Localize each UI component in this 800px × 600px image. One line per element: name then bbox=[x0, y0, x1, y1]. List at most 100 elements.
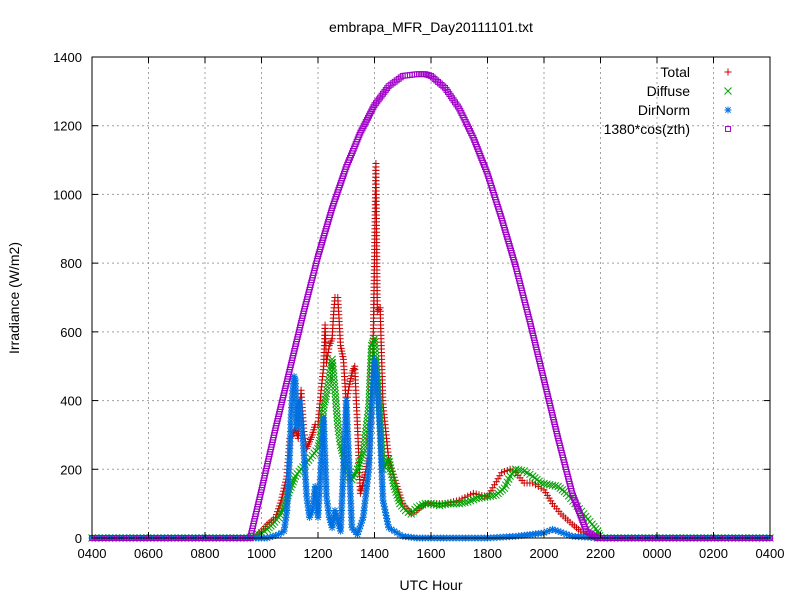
data-point bbox=[333, 410, 341, 419]
y-tick-label: 1200 bbox=[53, 119, 82, 134]
data-point bbox=[328, 362, 337, 371]
data-point bbox=[371, 345, 380, 353]
data-point bbox=[360, 441, 368, 450]
data-point bbox=[395, 496, 403, 505]
data-point bbox=[329, 369, 338, 377]
data-point bbox=[353, 465, 362, 474]
axis-ticks: 0400 0600 0800 1000 1200 1400 1600 1800 2000 2200… bbox=[53, 50, 784, 561]
data-point bbox=[330, 382, 339, 391]
legend-label: 1380*cos(zth) bbox=[604, 121, 690, 137]
data-point bbox=[428, 72, 434, 79]
data-point bbox=[334, 424, 343, 432]
data-point bbox=[384, 85, 391, 92]
data-point bbox=[274, 508, 282, 516]
data-point bbox=[440, 83, 447, 90]
x-tick-label: 0200 bbox=[699, 546, 728, 561]
data-point bbox=[276, 499, 284, 507]
data-point bbox=[394, 494, 402, 502]
legend-label: Diffuse bbox=[647, 83, 691, 99]
data-point bbox=[329, 372, 338, 381]
y-tick-label: 800 bbox=[60, 256, 82, 271]
x-tick-label: 0400 bbox=[756, 546, 785, 561]
data-point bbox=[432, 500, 441, 509]
data-point bbox=[494, 475, 502, 483]
y-tick-label: 400 bbox=[60, 394, 82, 409]
data-point bbox=[325, 345, 333, 353]
x-axis-label: UTC Hour bbox=[399, 577, 462, 593]
data-point bbox=[359, 448, 368, 456]
data-point bbox=[491, 481, 499, 489]
data-point bbox=[386, 461, 394, 469]
legend-label: Total bbox=[660, 64, 690, 80]
data-point bbox=[319, 407, 328, 415]
data-point bbox=[331, 386, 339, 395]
data-point bbox=[431, 75, 438, 82]
data-point bbox=[333, 413, 342, 422]
data-point bbox=[449, 499, 458, 508]
y-tick-label: 0 bbox=[75, 531, 82, 546]
data-point bbox=[331, 396, 340, 405]
y-tick-label: 1400 bbox=[53, 50, 82, 65]
x-tick-label: 0000 bbox=[643, 546, 672, 561]
data-point bbox=[354, 462, 363, 471]
data-point bbox=[357, 453, 366, 462]
data-point bbox=[489, 484, 497, 492]
data-point bbox=[592, 533, 599, 540]
data-point bbox=[329, 365, 337, 374]
legend-marker bbox=[724, 106, 732, 114]
data-point bbox=[361, 434, 369, 443]
data-point bbox=[358, 451, 367, 459]
legend: Total Diffuse DirNorm 1380*cos(zth) bbox=[604, 64, 732, 137]
data-point bbox=[387, 467, 395, 476]
x-tick-label: 1600 bbox=[417, 546, 446, 561]
x-tick-label: 1400 bbox=[360, 546, 389, 561]
data-point bbox=[390, 482, 399, 491]
data-point bbox=[388, 473, 397, 482]
data-point bbox=[360, 437, 369, 446]
data-point bbox=[429, 74, 436, 81]
data-point bbox=[389, 476, 397, 485]
legend-label: DirNorm bbox=[638, 102, 690, 118]
data-point bbox=[275, 502, 283, 510]
data-point bbox=[496, 472, 504, 480]
data-point bbox=[433, 77, 440, 84]
data-point bbox=[391, 485, 400, 494]
data-point bbox=[331, 393, 340, 401]
data-point bbox=[345, 386, 353, 394]
x-tick-label: 0800 bbox=[191, 546, 220, 561]
y-tick-label: 1000 bbox=[53, 187, 82, 202]
data-point bbox=[334, 427, 343, 436]
data-point bbox=[551, 482, 560, 490]
x-tick-label: 2000 bbox=[530, 546, 559, 561]
data-point bbox=[324, 348, 332, 356]
y-axis-label: Irradiance (W/m2) bbox=[6, 242, 22, 354]
data-point bbox=[489, 491, 498, 500]
data-point bbox=[386, 464, 395, 472]
x-tick-label: 0400 bbox=[78, 546, 107, 561]
data-point bbox=[392, 488, 401, 497]
data-point bbox=[332, 407, 341, 415]
y-tick-label: 600 bbox=[60, 325, 82, 340]
data-point bbox=[333, 417, 342, 426]
data-point bbox=[435, 78, 442, 85]
data-point bbox=[322, 392, 330, 401]
data-point bbox=[385, 458, 394, 466]
data-point bbox=[389, 479, 398, 488]
data-point bbox=[344, 390, 352, 398]
data-point bbox=[328, 355, 336, 364]
data-point bbox=[332, 403, 341, 412]
data-point bbox=[375, 306, 383, 314]
legend-marker bbox=[725, 126, 731, 132]
data-point bbox=[370, 338, 379, 347]
legend-marker bbox=[724, 87, 732, 95]
data-point bbox=[421, 499, 430, 508]
x-tick-label: 1000 bbox=[247, 546, 276, 561]
y-tick-label: 200 bbox=[60, 462, 82, 477]
data-point bbox=[384, 455, 393, 463]
chart-title: embrapa_MFR_Day20111101.txt bbox=[329, 19, 533, 35]
data-point bbox=[355, 459, 364, 468]
data-point bbox=[333, 420, 342, 429]
x-tick-label: 1800 bbox=[473, 546, 502, 561]
data-point bbox=[356, 456, 365, 465]
data-point bbox=[466, 496, 475, 505]
